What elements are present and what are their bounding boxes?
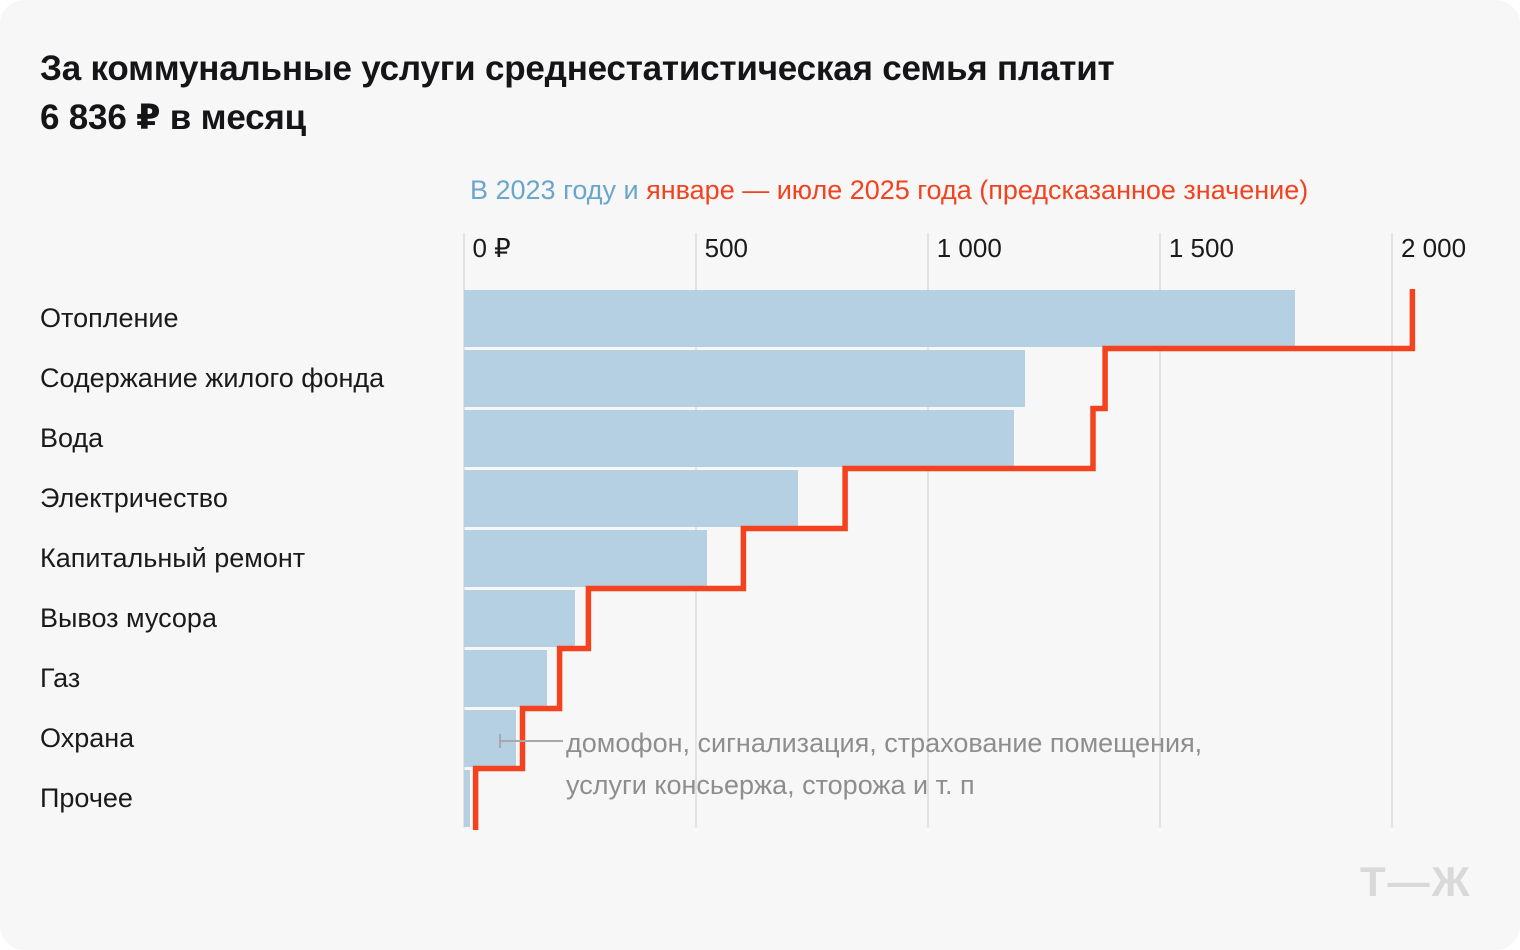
bar-2023-row-7 — [463, 650, 548, 707]
bar-2023-row-8 — [463, 710, 516, 767]
annotation-leader-line — [500, 740, 563, 742]
annotation-text: домофон, сигнализация, страхование помещ… — [566, 728, 1203, 800]
category-label-6: Вывоз мусора — [40, 603, 217, 633]
axis-tick-label-0: 0 ₽ — [472, 233, 511, 263]
tj-logo: Т—Ж — [1360, 858, 1472, 905]
legend-2023-label: В 2023 году и — [470, 175, 647, 205]
bar-2023-row-6 — [463, 590, 575, 647]
category-label-4: Электричество — [40, 483, 228, 513]
bar-2023-row-4 — [463, 470, 798, 527]
bar-2023-row-2 — [463, 350, 1026, 407]
category-label-3: Вода — [40, 423, 104, 453]
chart-title: За коммунальные услуги среднестатистичес… — [40, 49, 1115, 137]
legend-2025-forecast-label: январе — июле 2025 года (предсказанное з… — [646, 175, 1309, 205]
chart-subtitle: В 2023 году и январе — июле 2025 года (п… — [470, 174, 1308, 206]
category-label-1: Отопление — [40, 303, 179, 333]
axis-tick-label-2000: 2 000 — [1401, 233, 1467, 263]
category-label-2: Содержание жилого фонда — [40, 363, 385, 393]
bar-2023-row-1 — [463, 290, 1295, 347]
category-label-7: Газ — [40, 663, 81, 693]
axis-tick-label-1500: 1 500 — [1168, 233, 1234, 263]
category-label-5: Капитальный ремонт — [40, 543, 306, 573]
gridline-2000 — [1391, 233, 1393, 828]
bar-2023-row-5 — [463, 530, 708, 587]
axis-tick-label-500: 500 — [704, 233, 749, 263]
category-label-9: Прочее — [40, 783, 133, 813]
bar-2023-row-9 — [463, 770, 471, 827]
annotation-leader-tick — [499, 734, 501, 748]
category-label-8: Охрана — [40, 723, 135, 753]
bar-2023-row-3 — [463, 410, 1014, 467]
axis-tick-label-1000: 1 000 — [936, 233, 1002, 263]
